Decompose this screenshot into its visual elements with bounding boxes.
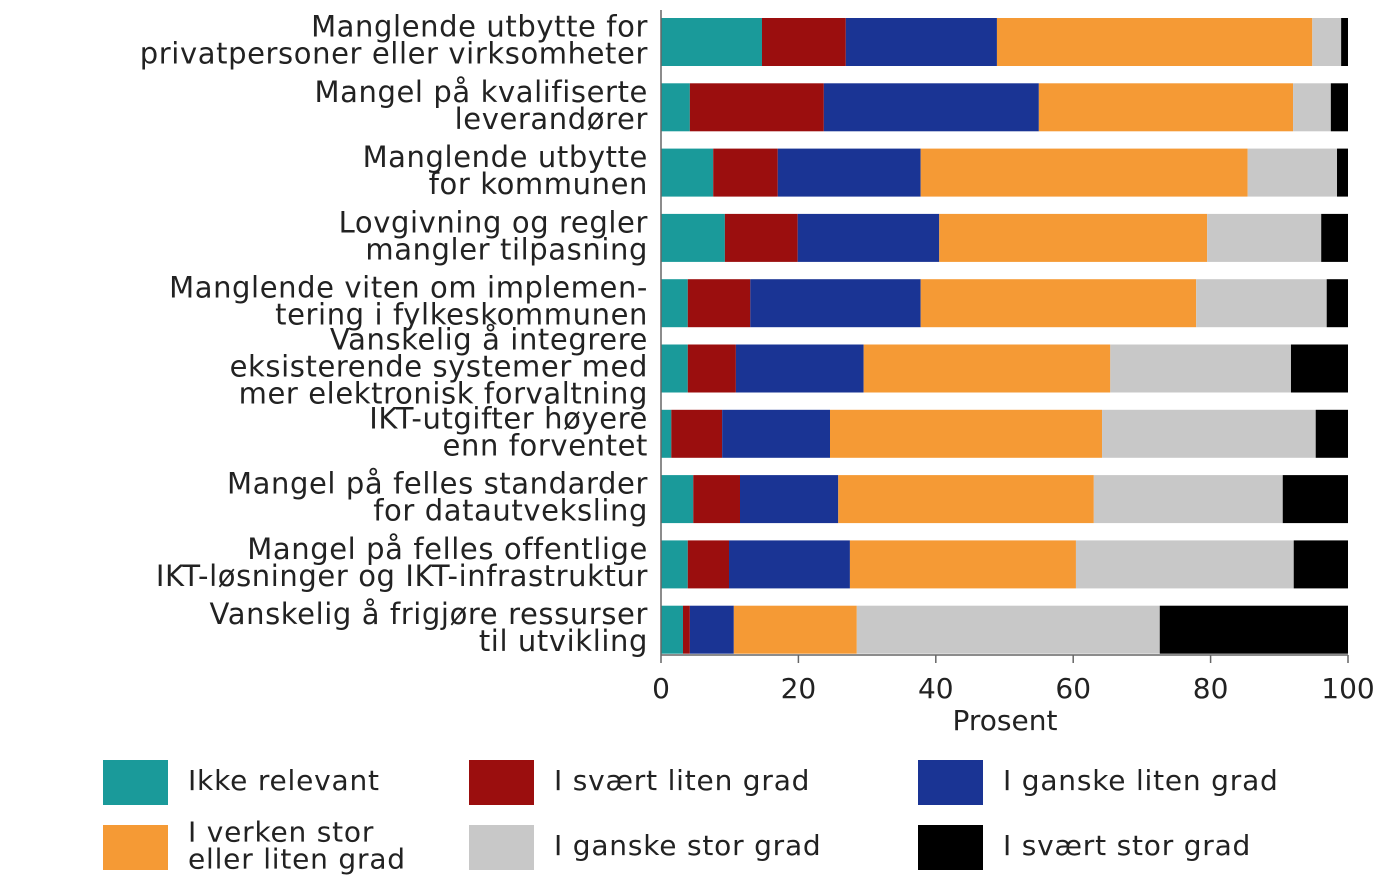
bar-segment [761, 18, 846, 66]
x-tick-label: 0 [652, 672, 670, 705]
bar-segment [1110, 344, 1291, 393]
bar-segment [661, 148, 714, 197]
y-tick-label: IKT-utgifter høyere enn forventet [369, 401, 648, 462]
legend-label: I ganske stor grad [554, 829, 822, 862]
bar-segment [687, 344, 736, 393]
bar-segment [661, 213, 725, 262]
legend-swatch [103, 760, 168, 805]
bar-segment [687, 540, 730, 589]
y-tick-label: Manglende viten om implemen-tering i fyl… [169, 271, 648, 332]
bar-segment [849, 540, 1076, 589]
bar-segment [661, 344, 688, 393]
bar-segment [1196, 279, 1327, 328]
legend-swatch [469, 825, 534, 870]
y-tick-label: Lovgivning og regler mangler tilpasning [339, 205, 648, 266]
legend-swatch [918, 760, 983, 805]
y-tick-label: Manglende utbytte for kommunen [363, 140, 648, 201]
x-tick-label: 20 [781, 672, 817, 705]
bar-segment [939, 213, 1208, 262]
y-tick-label: Mangel på kvalifiserte leverandører [315, 75, 649, 136]
bar-segment [1075, 540, 1294, 589]
bar-segment [689, 83, 824, 132]
legend-label: Ikke relevant [188, 764, 380, 797]
x-tick-label: 60 [1055, 672, 1091, 705]
bar-segment [1293, 83, 1331, 132]
bar-segment [729, 540, 850, 589]
bar-segment [996, 18, 1313, 66]
x-tick-label: 40 [918, 672, 954, 705]
bar-segment [722, 409, 831, 458]
x-tick-label: 100 [1321, 672, 1374, 705]
y-tick-label: Mangel på felles offentlige IKT-løsninger… [156, 532, 648, 593]
bar-segment [687, 279, 751, 328]
bar-segment [1337, 148, 1348, 197]
bar-segment [1159, 605, 1348, 654]
bar-segment [1293, 540, 1348, 589]
bar-segment [661, 83, 690, 132]
legend-label: I ganske liten grad [1003, 764, 1279, 797]
legend-swatch [918, 825, 983, 870]
bar-segment [693, 475, 741, 524]
bar-segment [1330, 83, 1348, 132]
bar-segment [661, 475, 694, 524]
y-tick-label: Mangel på felles standarder for datautvek… [227, 467, 648, 528]
bar-segment [661, 605, 683, 654]
bar-segment [1312, 18, 1342, 66]
bar-segment [777, 148, 921, 197]
bar-segment [920, 279, 1197, 328]
bar-segment [1341, 18, 1348, 66]
bar-segment [682, 605, 690, 654]
bar-segment [823, 83, 1039, 132]
x-tick-label: 80 [1193, 672, 1229, 705]
bar-segment [740, 475, 839, 524]
bar-segment [671, 409, 723, 458]
bar-segment [1315, 409, 1348, 458]
bar-segment [1093, 475, 1283, 524]
legend-label: I svært liten grad [554, 764, 810, 797]
bar-segment [733, 605, 857, 654]
bar-segment [1038, 83, 1294, 132]
bar-segment [724, 213, 798, 262]
bar-segment [1207, 213, 1322, 262]
legend-swatch [469, 760, 534, 805]
y-tick-label: Vanskelig å frigjøre ressurser til utvikl… [210, 597, 648, 658]
bar-segment [1290, 344, 1348, 393]
bar-segment [920, 148, 1248, 197]
y-tick-label: Vanskelig å integrere eksisterende system… [230, 323, 648, 411]
bar-segment [661, 540, 688, 589]
bar-segment [845, 18, 997, 66]
bar-segment [661, 279, 688, 328]
bar-segment [1282, 475, 1348, 524]
bar-segment [735, 344, 864, 393]
bar-segment [838, 475, 1094, 524]
bar-segment [750, 279, 921, 328]
bar-segment [1102, 409, 1316, 458]
x-axis-label: Prosent [953, 704, 1058, 737]
legend-label: I verken stor eller liten grad [188, 816, 406, 876]
bar-segment [1247, 148, 1338, 197]
bar-segment [856, 605, 1160, 654]
bar-segment [1326, 279, 1348, 328]
bar-segment [661, 18, 762, 66]
bar-segment [1321, 213, 1348, 262]
bar-segment [689, 605, 734, 654]
bar-segment [830, 409, 1103, 458]
legend-label: I svært stor grad [1003, 829, 1251, 862]
bar-segment [797, 213, 940, 262]
legend-swatch [103, 825, 168, 870]
y-tick-label: Manglende utbytte for privatpersoner elle… [140, 10, 648, 71]
bar-segment [661, 409, 672, 458]
bar-segment [713, 148, 778, 197]
bar-segment [863, 344, 1111, 393]
